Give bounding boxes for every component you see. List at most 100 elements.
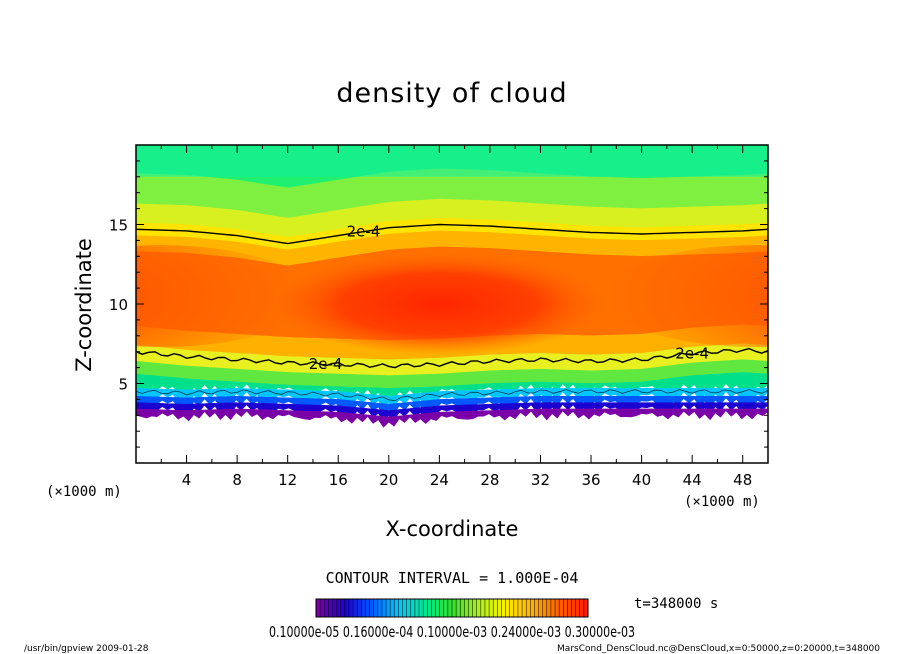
x-tick-label: 24 [430,471,449,489]
contour-lines: 2e-4 2e-4 2e-4 [136,223,768,402]
x-unit-right: (×1000 m) [684,494,760,510]
colorbar-segment [559,599,564,617]
colorbar-segment [476,599,482,617]
plot-area: 2e-4 2e-4 2e-4 [136,145,768,428]
x-tick-label: 32 [531,471,550,489]
y-tick-label: 5 [118,376,128,394]
density-maxima [136,245,768,355]
contour-line-base [136,389,768,402]
colorbar-segment [336,599,341,617]
colorbar-labels: 0.10000e-05 0.16000e-04 0.10000e-03 0.24… [269,623,635,641]
colorbar-segment [353,599,358,617]
colorbar-segment [402,599,407,617]
x-unit-left: (×1000 m) [46,484,122,500]
colorbar-segment [489,599,494,617]
colorbar-segment [447,599,453,617]
colorbar-segment [410,599,416,617]
colorbar-segment [414,599,420,617]
colorbar-segment [538,599,543,617]
density-max-region [603,245,768,347]
colorbar-segment [579,599,585,617]
x-tick-label: 40 [632,471,651,489]
y-axis-ticks: 5 10 15 [109,160,768,448]
colorbar-segment [443,599,449,617]
contour-label: 2e-4 [675,344,709,362]
colorbar-segment [435,599,440,617]
y-tick-label: 10 [109,296,128,314]
colorbar-segment [517,599,523,617]
x-axis-label: X-coordinate [386,517,519,541]
colorbar-segment [439,599,444,617]
colorbar-segment [386,599,391,617]
colorbar-segment [452,599,457,617]
density-band [136,408,768,428]
colorbar-segment [369,599,374,617]
colorbar-segment [357,599,362,617]
colorbar-segment [398,599,403,617]
colorbar-segment [571,599,576,617]
x-axis-ticks: 4 8 12 16 20 24 28 32 36 40 44 48 [160,145,752,489]
colorbar-segment [468,599,473,617]
colorbar-segment [480,599,486,617]
colorbar-segment [377,599,383,617]
colorbar-segment [497,599,502,617]
colorbar-segment [530,599,535,617]
x-tick-label: 16 [329,471,348,489]
colorbar-segment [493,599,498,617]
colorbar-segment [567,599,572,617]
colorbar-segment [419,599,424,617]
colorbar-segment [348,599,354,617]
y-axis-label: Z-coordinate [72,238,96,372]
colorbar-segment [550,599,556,617]
colorbar-segment [534,599,539,617]
colorbar-segment [509,599,515,617]
x-tick-label: 20 [379,471,398,489]
density-band-top [136,145,768,177]
density-max-region [136,245,313,347]
colorbar-segment [456,599,461,617]
colorbar-segment [522,599,527,617]
colorbar-segment [484,599,490,617]
colorbar-segment [381,599,387,617]
contour-interval: CONTOUR INTERVAL = 1.000E-04 [326,569,579,587]
colorbar-segment [555,599,560,617]
colorbar-segment [460,599,465,617]
contour-line-upper [136,223,768,245]
colorbar-segment [373,599,379,617]
colorbar-segment [472,599,477,617]
contour-label: 2e-4 [347,223,381,241]
colorbar-segment [505,599,510,617]
colorbar-segment [431,599,436,617]
colorbar-segment [501,599,506,617]
colorbar-segment [427,599,432,617]
x-tick-label: 36 [581,471,600,489]
colorbar-segment [563,599,568,617]
colorbar-segment [423,599,428,617]
colorbar-segment [526,599,531,617]
colorbar-segment [332,599,337,617]
colorbar-segment [320,599,325,617]
colorbar-segment [316,599,321,617]
colorbar-segment [324,599,329,617]
x-tick-label: 4 [182,471,192,489]
contour-line-lower [136,347,768,369]
colorbar-segment [542,599,547,617]
x-tick-label: 8 [232,471,242,489]
footer-left: /usr/bin/gpview 2009-01-28 [24,644,149,654]
colorbar [315,599,589,617]
chart-title: density of cloud [336,78,567,109]
colorbar-segment [583,599,589,617]
colorbar-segment [406,599,411,617]
colorbar-frame [315,598,589,618]
x-tick-label: 28 [480,471,499,489]
colorbar-segment [575,599,580,617]
x-tick-label: 48 [733,471,752,489]
time-label: t=348000 s [634,596,718,612]
colorbar-segment [394,599,399,617]
x-tick-label: 12 [278,471,297,489]
colorbar-segment [328,599,333,617]
colorbar-segment [344,599,350,617]
colorbar-segment [513,599,519,617]
footer-right: MarsCond_DensCloud.nc@DensCloud,x=0:5000… [557,644,880,654]
